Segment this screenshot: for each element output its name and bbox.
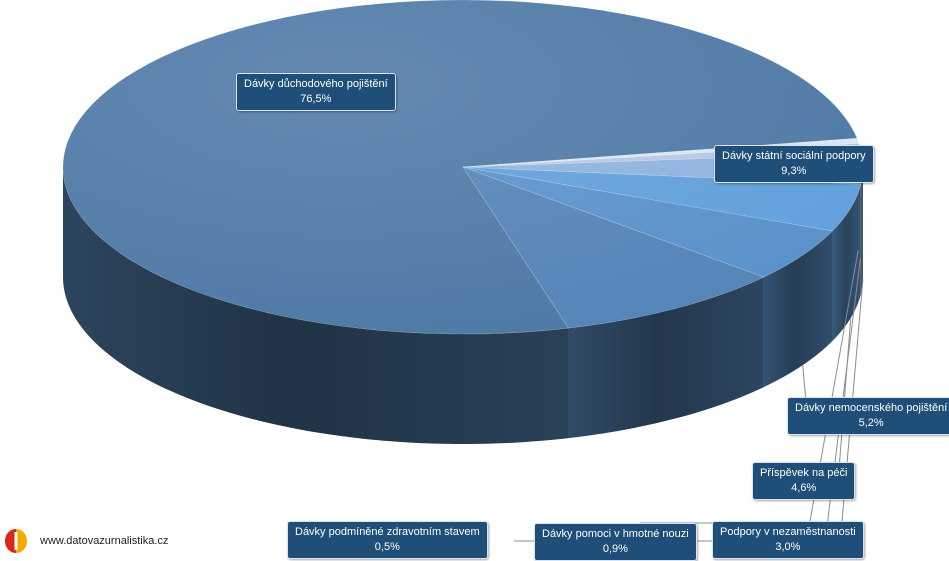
datovazurnalistika-logo-icon xyxy=(5,529,27,553)
data-label-slice-5: Dávky pomoci v hmotné nouzi 0,9% xyxy=(534,523,697,561)
data-label-slice-0: Dávky důchodového pojištění 76,5% xyxy=(236,73,396,111)
data-label-slice-6: Dávky podmíněné zdravotním stavem 0,5% xyxy=(287,521,488,559)
pie-side-shade-3 xyxy=(832,184,861,341)
pie-side-shade-2 xyxy=(763,230,833,388)
data-label-slice-4: Podpory v nezaměstnanosti 3,0% xyxy=(712,521,864,559)
pie-side-shade-4 xyxy=(860,167,863,295)
data-label-slice-1: Dávky státní sociální podpory 9,3% xyxy=(714,145,874,183)
data-label-slice-3: Příspěvek na péči 4,6% xyxy=(752,462,856,500)
data-label-slice-2: Dávky nemocenského pojištění 5,2% xyxy=(787,397,949,435)
source-text: www.datovazurnalistika.cz xyxy=(40,535,169,547)
pie-sides xyxy=(63,167,863,444)
pie-side-shade-1 xyxy=(568,277,764,439)
pie-side-shade-0 xyxy=(63,167,569,444)
source-footer: www.datovazurnalistika.cz xyxy=(4,528,168,554)
